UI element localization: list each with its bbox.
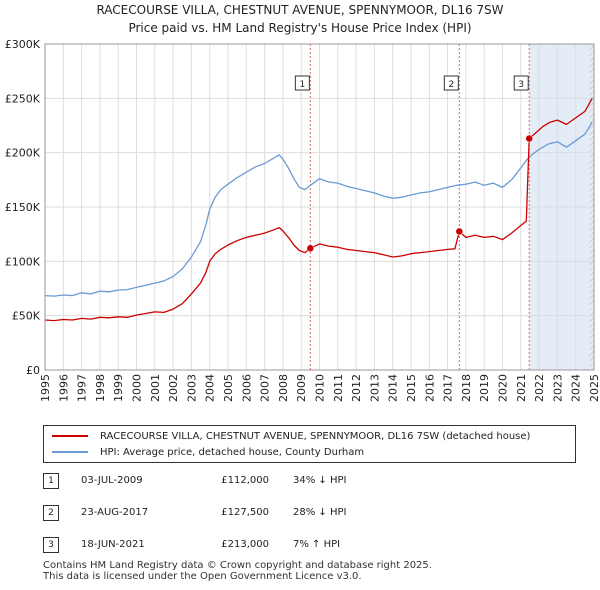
- x-tick-label: 2009: [295, 374, 308, 402]
- sale-marker-box: [443, 75, 459, 91]
- series-line-hpi: [44, 121, 593, 297]
- x-tick-label: 2019: [478, 374, 491, 402]
- x-tick-label: 2004: [204, 374, 217, 402]
- x-tick-label: 2021: [515, 374, 528, 402]
- x-tick-label: 2002: [167, 374, 180, 402]
- footer-copyright: Contains HM Land Registry data © Crown c…: [43, 560, 432, 571]
- y-tick-label: £300K: [5, 38, 41, 51]
- sale-point: [455, 227, 464, 236]
- x-tick-label: 2007: [259, 374, 272, 402]
- x-tick-label: 2012: [350, 374, 363, 402]
- y-tick-label: £100K: [5, 255, 41, 268]
- x-tick-label: 1996: [57, 374, 70, 402]
- legend: RACECOURSE VILLA, CHESTNUT AVENUE, SPENN…: [43, 425, 576, 463]
- sale-badge: 1: [43, 473, 59, 489]
- y-tick-label: £200K: [5, 147, 41, 160]
- footer: Contains HM Land Registry data © Crown c…: [43, 560, 432, 582]
- legend-label-hpi: HPI: Average price, detached house, Coun…: [100, 446, 365, 458]
- sale-date: 03-JUL-2009: [81, 475, 143, 486]
- x-tick-label: 2006: [240, 374, 253, 402]
- x-tick-label: 2013: [368, 374, 381, 402]
- sale-row: 3 18-JUN-2021 £213,000 7% ↑ HPI: [43, 537, 463, 555]
- x-tick-label: 2017: [442, 374, 455, 402]
- legend-label-property: RACECOURSE VILLA, CHESTNUT AVENUE, SPENN…: [100, 430, 531, 442]
- x-tick-label: 2018: [460, 374, 473, 402]
- x-tick-label: 2022: [533, 374, 546, 402]
- plot-frame: [44, 43, 595, 371]
- y-tick-label: £0: [26, 364, 40, 377]
- y-tick-label: £150K: [5, 201, 41, 214]
- x-tick-label: 2011: [332, 374, 345, 402]
- price-chart: £0 £50K £100K £150K £200K £250K £300K 1995 1996 1…: [5, 38, 600, 402]
- legend-swatch-hpi: [52, 451, 88, 453]
- footer-licence: This data is licensed under the Open Gov…: [43, 571, 362, 582]
- legend-item-property: RACECOURSE VILLA, CHESTNUT AVENUE, SPENN…: [52, 428, 530, 444]
- x-tick-label: 2005: [222, 374, 235, 402]
- sale-date: 23-AUG-2017: [81, 507, 149, 518]
- series-line-property: [44, 97, 593, 322]
- x-tick-label: 2016: [423, 374, 436, 402]
- x-tick-label: 2024: [570, 374, 583, 402]
- x-tick-label: 2001: [149, 374, 162, 402]
- x-tick-label: 1995: [39, 374, 52, 402]
- sale-hpi-comparison: 7% ↑ HPI: [293, 539, 341, 550]
- legend-swatch-property: [52, 435, 88, 437]
- x-tick-label: 2014: [387, 374, 400, 402]
- y-tick-label: £250K: [5, 92, 41, 105]
- sale-marker-box: [513, 75, 529, 91]
- sale-point: [525, 134, 533, 143]
- sale-badge: 2: [43, 505, 59, 521]
- sale-marker-box: [294, 75, 310, 91]
- chart-title-line1: RACECOURSE VILLA, CHESTNUT AVENUE, SPENN…: [96, 3, 504, 17]
- x-tick-label: 2003: [185, 374, 198, 402]
- x-tick-label: 2020: [497, 374, 510, 402]
- sale-date: 18-JUN-2021: [81, 539, 145, 550]
- sale-marker-label: 3: [518, 80, 524, 90]
- sale-row: 2 23-AUG-2017 £127,500 28% ↓ HPI: [43, 505, 463, 523]
- y-tick-label: £50K: [12, 310, 41, 323]
- x-tick-label: 1999: [112, 374, 125, 402]
- sale-row: 1 03-JUL-2009 £112,000 34% ↓ HPI: [43, 473, 463, 491]
- x-tick-label: 2023: [551, 374, 564, 402]
- x-tick-label: 2015: [405, 374, 418, 402]
- x-tick-label: 2008: [277, 374, 290, 402]
- sale-price: £112,000: [221, 475, 269, 486]
- sale-marker-label: 1: [299, 80, 305, 90]
- x-tick-label: 2025: [588, 374, 600, 402]
- x-tick-label: 2010: [314, 374, 327, 402]
- x-tick-label: 2000: [131, 374, 144, 402]
- x-tick-label: 1997: [76, 374, 89, 402]
- sale-hpi-comparison: 28% ↓ HPI: [293, 507, 347, 518]
- legend-item-hpi: HPI: Average price, detached house, Coun…: [52, 444, 364, 460]
- sale-badge: 3: [43, 537, 59, 553]
- sale-hpi-comparison: 34% ↓ HPI: [293, 475, 347, 486]
- sale-marker-label: 2: [448, 80, 454, 90]
- sale-point: [306, 244, 315, 253]
- sale-price: £127,500: [221, 507, 269, 518]
- chart-title-line2: Price paid vs. HM Land Registry's House …: [128, 21, 472, 35]
- chart-title: RACECOURSE VILLA, CHESTNUT AVENUE, SPENN…: [0, 0, 600, 37]
- x-tick-label: 1998: [94, 374, 107, 402]
- sale-price: £213,000: [221, 539, 269, 550]
